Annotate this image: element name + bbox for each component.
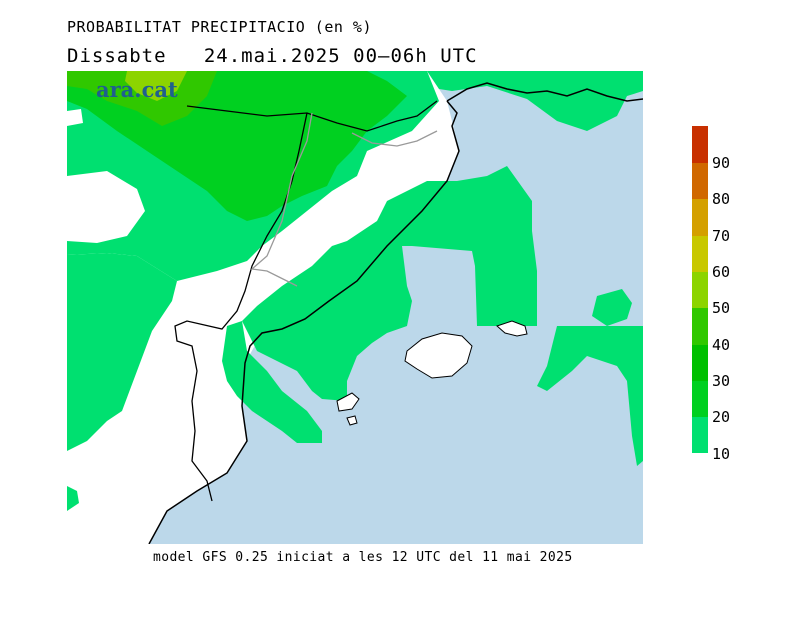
model-run-footer: model GFS 0.25 iniciat a les 12 UTC del …: [153, 550, 573, 565]
legend-label-60: 60: [712, 263, 731, 281]
prob-zone-10-east: [537, 326, 643, 466]
border-catalonia: [250, 112, 313, 287]
legend-swatch-50: [692, 272, 708, 308]
prob-zone-10-sea-central: [242, 166, 537, 401]
island-ibiza: [336, 392, 360, 412]
prob-zone-white-hole-2: [67, 109, 83, 126]
border-catalonia-north: [351, 130, 438, 147]
precipitation-map: [67, 71, 643, 544]
legend-label-40: 40: [712, 336, 731, 354]
coastline: [148, 100, 460, 544]
legend-swatch-20: [692, 381, 708, 417]
legend-swatch-10: [692, 417, 708, 453]
legend-label-70: 70: [712, 227, 731, 245]
subtitle-timezone: UTC: [440, 45, 478, 67]
prob-zone-10-coast-south: [222, 321, 322, 443]
subtitle-interval: 00–06h: [353, 45, 428, 67]
subtitle-date: 24.mai.2025: [203, 45, 341, 67]
prob-zone-10-southwest-blob: [67, 486, 79, 511]
legend-swatch-40: [692, 308, 708, 345]
legend-label-90: 90: [712, 154, 731, 172]
map-subtitle: Dissabte 24.mai.2025 00–06h UTC: [67, 45, 478, 67]
border-interior: [174, 112, 308, 502]
prob-zone-10-southwest: [67, 253, 177, 451]
prob-zone-white-hole-1: [67, 171, 145, 243]
legend-label-20: 20: [712, 408, 731, 426]
prob-zone-10-sea-north: [427, 71, 643, 131]
subtitle-day: Dissabte: [67, 45, 167, 67]
legend-swatch-70: [692, 199, 708, 236]
legend-swatch-90: [692, 126, 708, 163]
map-svg: [67, 71, 643, 544]
legend-swatch-60: [692, 236, 708, 272]
map-title: PROBABILITAT PRECIPITACIO (en %): [67, 18, 372, 36]
prob-zone-10-east-blob: [592, 289, 632, 326]
coastline-north: [446, 82, 643, 102]
border-france-spain: [186, 100, 438, 132]
island-formentera: [346, 415, 358, 426]
legend-swatch-80: [692, 163, 708, 199]
prob-zone-50: [125, 71, 187, 101]
legend-swatch-30: [692, 345, 708, 381]
legend-label-50: 50: [712, 299, 731, 317]
island-mallorca: [404, 332, 473, 379]
island-menorca: [496, 320, 528, 337]
aracat-logo: ara.cat: [96, 77, 178, 102]
legend-label-80: 80: [712, 190, 731, 208]
legend-label-10: 10: [712, 445, 731, 463]
legend-label-30: 30: [712, 372, 731, 390]
